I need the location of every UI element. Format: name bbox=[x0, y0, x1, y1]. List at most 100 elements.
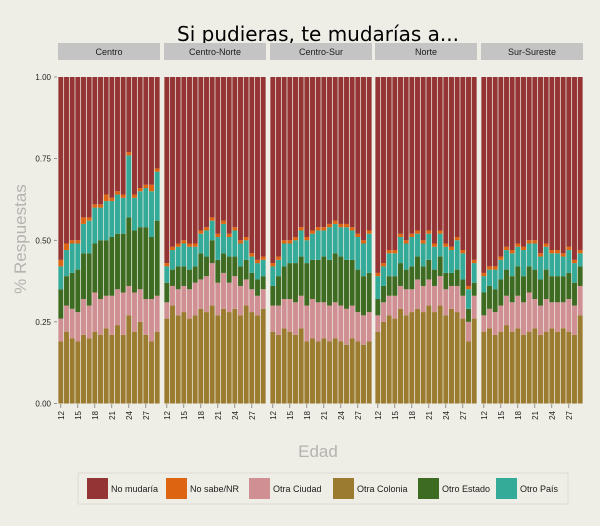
bar-segment bbox=[509, 276, 515, 303]
bar-segment bbox=[338, 227, 344, 257]
bar-segment bbox=[69, 240, 75, 244]
bar-segment bbox=[426, 259, 432, 280]
bar-segment bbox=[392, 318, 398, 404]
bar-segment bbox=[549, 328, 555, 404]
bar-segment bbox=[58, 289, 64, 319]
bar-segment bbox=[361, 243, 366, 277]
bar-segment bbox=[92, 77, 98, 205]
bar-segment bbox=[409, 289, 415, 313]
bar-segment bbox=[221, 308, 226, 404]
y-axis: 0.00 0.25 0.50 0.75 1.00 bbox=[35, 73, 57, 409]
bar-segment bbox=[92, 331, 98, 404]
bar-segment bbox=[198, 233, 204, 254]
bar-segment bbox=[170, 77, 175, 247]
bar-segment bbox=[460, 295, 466, 319]
bar-segment bbox=[454, 269, 460, 286]
bar-segment bbox=[532, 328, 538, 404]
bar-segment bbox=[375, 315, 381, 332]
bar-segment bbox=[98, 334, 103, 404]
bar-segment bbox=[310, 77, 315, 231]
bar-segment bbox=[332, 302, 338, 339]
bar-segment bbox=[143, 334, 149, 404]
bar-segment bbox=[293, 77, 298, 237]
bar-segment bbox=[281, 240, 287, 244]
bar-segment bbox=[115, 191, 120, 195]
bar-segment bbox=[192, 266, 198, 283]
bar-segment bbox=[572, 282, 577, 306]
bar-segment bbox=[344, 259, 349, 309]
bar-segment bbox=[332, 220, 338, 224]
bar-segment bbox=[355, 77, 361, 234]
facet-panel: Norte 12 15 18 21 24 27 bbox=[374, 43, 477, 420]
bar-segment bbox=[555, 331, 560, 404]
bar-segment bbox=[526, 292, 532, 332]
bar-segment bbox=[332, 338, 338, 404]
bar-segment bbox=[355, 312, 361, 342]
bar-segment bbox=[270, 266, 276, 286]
bar-segment bbox=[192, 282, 198, 316]
bar-segment bbox=[361, 240, 366, 244]
bar-segment bbox=[86, 338, 92, 404]
bar-segment bbox=[432, 77, 437, 244]
bar-segment bbox=[515, 328, 521, 404]
legend-label: Otro Estado bbox=[442, 484, 490, 494]
facet-panels: Centro 12 15 18 21 24 27 Centro-Norte 12 15 18 21 24… bbox=[57, 43, 583, 420]
bar-segment bbox=[281, 299, 287, 329]
bar-segment bbox=[260, 308, 266, 404]
bar-segment bbox=[198, 308, 204, 404]
bar-segment bbox=[255, 263, 260, 280]
bar-segment bbox=[344, 223, 349, 228]
bar-segment bbox=[349, 305, 355, 339]
bar-segment bbox=[449, 250, 454, 273]
bar-segment bbox=[498, 256, 504, 260]
bar-segment bbox=[98, 204, 103, 208]
x-tick-label: 12 bbox=[480, 410, 489, 419]
bar-segment bbox=[209, 217, 215, 221]
bar-segment bbox=[498, 331, 504, 404]
bar-segment bbox=[538, 256, 543, 280]
bar-segment bbox=[126, 315, 132, 404]
bar-segment bbox=[481, 272, 487, 277]
bar-segment bbox=[471, 295, 477, 319]
bar-segment bbox=[454, 285, 460, 313]
bar-segment bbox=[310, 230, 315, 234]
y-tick-label: 1.00 bbox=[35, 73, 51, 82]
bar-segment bbox=[443, 77, 449, 244]
bar-segment bbox=[498, 259, 504, 280]
bar-segment bbox=[566, 272, 572, 300]
bar-segment bbox=[81, 334, 86, 404]
bar-segment bbox=[415, 233, 420, 257]
bar-segment bbox=[526, 240, 532, 244]
bar-segment bbox=[327, 227, 332, 260]
legend-swatch bbox=[249, 478, 270, 499]
bar-segment bbox=[492, 266, 498, 270]
bar-segment bbox=[287, 331, 293, 404]
bar-segment bbox=[549, 276, 555, 303]
bar-segment bbox=[315, 259, 321, 303]
bar-segment bbox=[481, 276, 487, 293]
bar-segment bbox=[361, 315, 366, 345]
bar-segment bbox=[355, 236, 361, 270]
bar-segment bbox=[498, 77, 504, 257]
bar-segment bbox=[154, 77, 160, 169]
bar-segment bbox=[149, 191, 154, 237]
x-tick-label: 12 bbox=[374, 410, 383, 419]
bar-segment bbox=[81, 217, 86, 224]
bar-segment bbox=[92, 207, 98, 244]
bar-segment bbox=[238, 77, 243, 241]
bar-segment bbox=[287, 240, 293, 244]
bar-segment bbox=[381, 266, 386, 286]
bar-segment bbox=[381, 285, 386, 303]
bar-segment bbox=[293, 240, 298, 264]
bar-segment bbox=[164, 318, 170, 404]
bar-segment bbox=[437, 305, 443, 404]
bar-segment bbox=[487, 285, 492, 309]
bar-segment bbox=[232, 77, 238, 228]
bar-segment bbox=[471, 282, 477, 296]
bar-segment bbox=[509, 77, 515, 251]
bar-segment bbox=[403, 269, 409, 290]
bar-segment bbox=[287, 77, 293, 241]
bar-segment bbox=[276, 305, 281, 335]
facet-strip-label: Centro-Sur bbox=[299, 47, 343, 57]
bar-segment bbox=[109, 334, 115, 404]
